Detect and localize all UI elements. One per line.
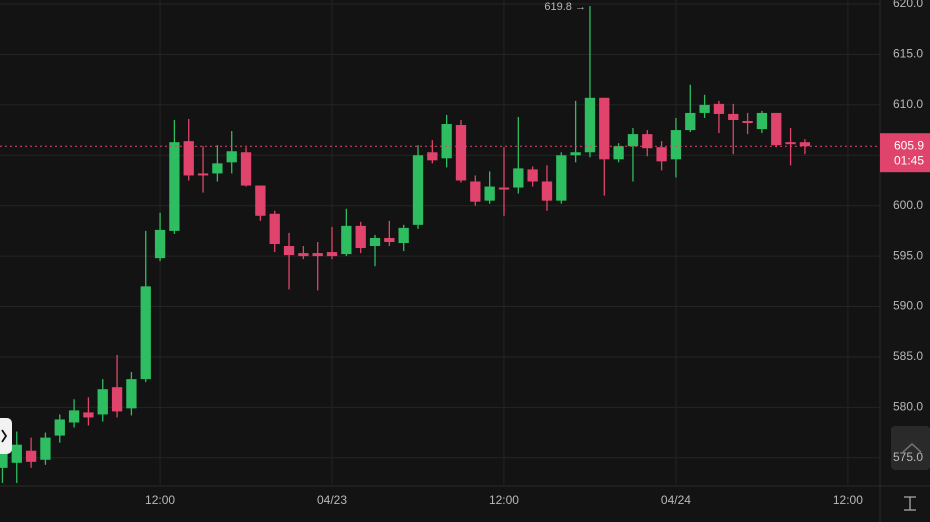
candle-body [97, 389, 108, 415]
x-tick-label: 04/24 [661, 493, 691, 507]
candle-body [584, 97, 596, 153]
x-tick-label: 12:00 [833, 493, 863, 507]
candle-body [570, 152, 581, 156]
candle-body [140, 286, 151, 380]
candle-body [369, 237, 381, 247]
candle-body [427, 152, 438, 161]
candle-body [54, 419, 65, 436]
candles [0, 6, 811, 483]
x-tick-label: 12:00 [145, 493, 175, 507]
candle-body [527, 169, 538, 182]
y-tick-label: 575.0 [893, 450, 923, 464]
candle-body [111, 387, 123, 412]
max-annotation: 619.8 → [544, 1, 586, 13]
last-price-label: 605.9 [894, 138, 924, 152]
candle-body [470, 181, 481, 202]
candle-body [384, 237, 395, 242]
y-tick-label: 595.0 [893, 248, 923, 262]
last-price-box [880, 133, 930, 173]
candle-body [756, 112, 768, 130]
candle-body [728, 113, 739, 120]
candle-body [326, 252, 338, 257]
candle-body [771, 112, 782, 146]
candle-body [642, 134, 653, 149]
candle-body [742, 120, 753, 124]
candle-body [126, 379, 137, 409]
y-tick-label: 600.0 [893, 198, 923, 212]
y-tick-label: 615.0 [893, 47, 923, 61]
candle-body [685, 112, 696, 131]
candle-body [269, 213, 280, 245]
candle-body [283, 246, 295, 256]
x-tick-label: 04/23 [317, 493, 347, 507]
candle-body [169, 142, 180, 231]
candle-body [83, 412, 94, 418]
y-tick-label: 585.0 [893, 349, 923, 363]
candle-body [455, 125, 467, 181]
candle-body [312, 253, 323, 257]
up-icon [902, 442, 922, 453]
candle-body [226, 151, 237, 163]
candle-body [613, 146, 624, 160]
candle-body [412, 155, 424, 225]
candle-body [513, 168, 524, 188]
y-tick-label: 610.0 [893, 97, 923, 111]
candle-body [40, 437, 51, 460]
candle-body [398, 227, 409, 244]
candle-body [298, 253, 309, 257]
chevron-icon [1, 429, 8, 443]
candle-body [699, 104, 710, 113]
candle-body [0, 452, 8, 468]
candle-body [68, 410, 80, 423]
candle-body [212, 163, 223, 174]
candle-body [240, 152, 252, 186]
y-tick-label: 620.0 [893, 0, 923, 10]
candle-body [498, 187, 510, 190]
candle-body [341, 225, 352, 255]
axis-fit-icon[interactable] [904, 496, 916, 511]
candle-body [799, 142, 811, 147]
candle-body [355, 225, 366, 249]
candle-body [441, 124, 452, 159]
candle-body [255, 185, 266, 216]
candle-body [713, 103, 725, 114]
candle-body [25, 450, 37, 462]
candle-body [484, 186, 495, 201]
candle-body [11, 444, 22, 463]
candle-body [785, 142, 796, 145]
scroll-button[interactable] [891, 426, 930, 470]
y-tick-label: 580.0 [893, 400, 923, 414]
candle-body [556, 155, 567, 201]
candle-body [197, 173, 209, 176]
candle-body [183, 141, 194, 176]
y-tick-label: 590.0 [893, 299, 923, 313]
candle-body [599, 97, 610, 160]
candle-body [541, 181, 553, 201]
candle-body [154, 229, 166, 259]
candle-body [627, 134, 639, 147]
x-tick-label: 12:00 [489, 493, 519, 507]
candle-body [670, 130, 682, 160]
countdown-label: 01:45 [894, 153, 924, 167]
candle-body [656, 147, 667, 162]
